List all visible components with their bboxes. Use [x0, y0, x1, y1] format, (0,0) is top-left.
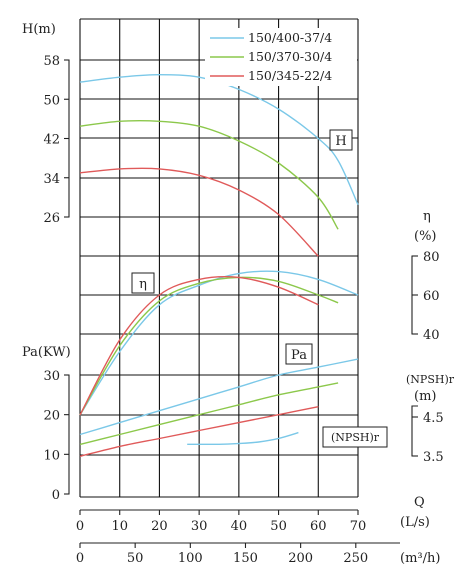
grid [79, 18, 359, 498]
x-tick-label: 30 [191, 519, 208, 534]
x-tick-label-secondary: 150 [233, 551, 258, 566]
tag-h: H [329, 129, 353, 151]
npsh-curve [187, 431, 299, 446]
tag-eta-text: η [139, 277, 147, 292]
tick-label: 26 [43, 211, 60, 226]
x-tick-label: 0 [76, 519, 84, 534]
legend: 150/400-37/4 150/370-30/4 150/345-22/4 [205, 28, 357, 86]
head-curve [79, 73, 359, 205]
npsh-axis-label: (NPSH)r [406, 373, 455, 386]
x-tick-label-secondary: 200 [288, 551, 313, 566]
tag-pa-text: Pa [291, 348, 307, 363]
efficiency-axis: η (%) 80 60 40 [411, 209, 440, 343]
power-curve [79, 406, 319, 457]
legend-entry: 150/370-30/4 [248, 49, 332, 64]
npsh-axis-unit: (m) [414, 389, 436, 404]
npsh-axis: (NPSH)r (m) 4.5 3.5 [406, 373, 455, 465]
head-axis-label: H(m) [22, 22, 56, 37]
head-curve [79, 120, 339, 230]
tick-label: 0 [52, 488, 60, 503]
npsh-axis-line [411, 405, 418, 457]
x-tick-label: 40 [231, 519, 248, 534]
tick-label: 60 [423, 289, 440, 304]
tick-label: 20 [43, 409, 60, 424]
tick-label: 42 [43, 133, 60, 148]
tick-label: 58 [43, 54, 60, 69]
tag-npsh: (NPSH)r [322, 426, 388, 448]
tag-h-text: H [335, 134, 346, 149]
x-tick-label: 20 [151, 519, 168, 534]
efficiency-axis-label: η [423, 209, 431, 224]
tag-pa: Pa [285, 343, 313, 365]
legend-entry: 150/345-22/4 [248, 68, 332, 83]
tag-npsh-text: (NPSH)r [331, 431, 380, 444]
tick-label: 10 [43, 448, 60, 463]
x-axis-label: Q [414, 495, 425, 510]
power-axis-line [64, 374, 70, 495]
tick-label: 40 [423, 328, 440, 343]
power-axis: Pa(KW) 30 20 10 0 [22, 345, 71, 503]
x-tick-label-secondary: 0 [76, 551, 84, 566]
tick-label: 3.5 [423, 450, 444, 465]
curves [79, 73, 359, 457]
tick-label: 30 [43, 369, 60, 384]
efficiency-curve [79, 276, 339, 416]
x-tick-label-secondary: 250 [343, 551, 368, 566]
power-axis-label: Pa(KW) [22, 345, 71, 360]
efficiency-axis-unit: (%) [414, 229, 437, 244]
tag-eta: η [131, 272, 155, 294]
x-tick-label: 50 [270, 519, 287, 534]
tick-label: 34 [43, 172, 60, 187]
power-curve [79, 382, 339, 446]
legend-entry: 150/400-37/4 [248, 30, 332, 45]
x-axis-unit-primary: (L/s) [400, 515, 430, 530]
head-curve [79, 167, 319, 257]
x-tick-label: 60 [310, 519, 327, 534]
tick-label: 50 [43, 93, 60, 108]
x-tick-label: 70 [350, 519, 367, 534]
x-tick-label: 10 [111, 519, 128, 534]
head-axis: H(m) 58 50 42 34 26 [22, 22, 70, 226]
power-curve [79, 358, 359, 436]
tick-label: 4.5 [423, 411, 444, 426]
tick-label: 80 [423, 250, 440, 265]
x-tick-label-secondary: 50 [127, 551, 144, 566]
efficiency-curve [79, 275, 319, 416]
x-tick-label-secondary: 100 [178, 551, 203, 566]
x-axis: Q 0 10 20 30 40 50 60 70 (L/s) 0 50 100 150 200 250 … [76, 495, 441, 566]
x-axis-unit-secondary: (m³/h) [400, 551, 440, 566]
